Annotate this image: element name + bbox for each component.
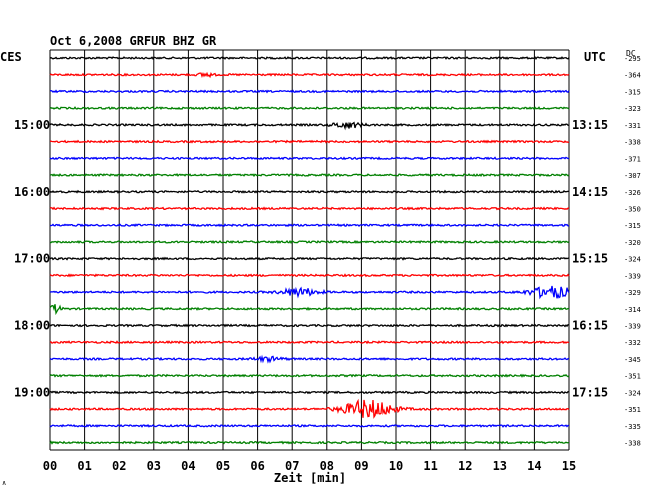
trace-line: [49, 323, 570, 328]
offset-header: DC: [626, 49, 636, 58]
right-axis-label: UTC: [584, 50, 606, 64]
dc-offset-label: -329: [624, 289, 641, 297]
dc-offset-label: -338: [624, 440, 641, 448]
trace-line: [49, 256, 570, 261]
x-tick-label: 12: [458, 459, 472, 473]
dc-offset-label: -345: [624, 356, 641, 364]
right-time-label: 14:15: [572, 185, 608, 199]
dc-offset-label: -323: [624, 105, 641, 113]
dc-offset-label: -364: [624, 72, 641, 80]
x-tick-label: 07: [285, 459, 299, 473]
trace-line: [49, 56, 570, 60]
right-time-label: 16:15: [572, 319, 608, 333]
dc-offset-label: -371: [624, 155, 641, 163]
trace-line: [49, 273, 570, 278]
dc-offset-label: -339: [624, 272, 641, 280]
x-tick-label: 08: [320, 459, 334, 473]
dc-offset-label: -307: [624, 172, 641, 180]
x-tick-label: 15: [562, 459, 576, 473]
trace-line: [49, 373, 570, 378]
plot-grid: [49, 49, 570, 451]
x-tick-label: 02: [112, 459, 126, 473]
dc-offset-label: -335: [624, 423, 641, 431]
dc-offset-label: -314: [624, 306, 641, 314]
trace-line: [49, 71, 570, 79]
dc-offset-label: -315: [624, 222, 641, 230]
x-tick-label: 01: [77, 459, 91, 473]
footer-mark: ∧: [2, 479, 6, 487]
x-axis-label: Zeit [min]: [274, 471, 346, 485]
trace-line: [49, 239, 570, 244]
left-time-label: 18:00: [14, 319, 50, 333]
trace-line: [49, 121, 569, 131]
left-time-labels: 15:00 16:00 17:00 18:00 19:00: [14, 118, 50, 400]
trace-line: [49, 304, 570, 316]
trace-line: [49, 390, 570, 395]
trace-line: [49, 106, 570, 111]
trace-line: [49, 440, 570, 445]
trace-line: [49, 398, 570, 419]
dc-offset-label: -331: [624, 122, 641, 130]
left-time-label: 17:00: [14, 252, 50, 266]
trace-line: [49, 340, 570, 345]
x-tick-label: 04: [181, 459, 195, 473]
dc-offset-label: -324: [624, 256, 641, 264]
x-tick-label: 10: [389, 459, 403, 473]
x-tick-label: 14: [527, 459, 541, 473]
trace-line: [49, 423, 570, 428]
x-tick-label: 13: [493, 459, 507, 473]
left-time-label: 19:00: [14, 385, 50, 399]
dc-offset-label: -324: [624, 389, 641, 397]
x-tick-label: 05: [216, 459, 230, 473]
trace-line: [49, 206, 570, 211]
dc-offset-label: -326: [624, 189, 641, 197]
trace-line: [49, 89, 570, 94]
dc-offset-label: -339: [624, 323, 641, 331]
dc-offset-label: -332: [624, 339, 641, 347]
dc-offset-label: -338: [624, 139, 641, 147]
left-axis-label: CES: [0, 50, 22, 64]
chart-title: Oct 6,2008 GRFUR BHZ GR: [50, 34, 217, 48]
left-time-label: 16:00: [14, 185, 50, 199]
trace-group: [49, 56, 570, 445]
trace-line: [49, 156, 570, 161]
dc-offset-labels: -295 -364 -315 -323 -331 -338 -371 -307 -326 -350…: [624, 55, 641, 448]
dc-offset-label: -351: [624, 406, 641, 414]
trace-line: [49, 189, 570, 194]
trace-line: [49, 354, 570, 364]
x-tick-label: 09: [354, 459, 368, 473]
right-time-labels: 13:15 14:15 15:15 16:15 17:15: [572, 118, 608, 400]
trace-line: [49, 173, 570, 178]
right-time-label: 17:15: [572, 385, 608, 399]
right-time-label: 13:15: [572, 118, 608, 132]
trace-line: [49, 139, 570, 144]
dc-offset-label: -295: [624, 55, 641, 63]
x-tick-label: 11: [423, 459, 437, 473]
x-tick-label: 00: [43, 459, 57, 473]
x-tick-labels: 00 01 02 03 04 05 06 07 08 09 10 11 12 13 14 15: [43, 459, 576, 473]
x-tick-label: 06: [250, 459, 264, 473]
dc-offset-label: -350: [624, 205, 641, 213]
x-tick-label: 03: [147, 459, 161, 473]
dc-offset-label: -315: [624, 88, 641, 96]
dc-offset-label: -320: [624, 239, 641, 247]
trace-line: [49, 285, 570, 300]
trace-line: [49, 223, 570, 228]
left-time-label: 15:00: [14, 118, 50, 132]
dc-offset-label: -351: [624, 373, 641, 381]
right-time-label: 15:15: [572, 252, 608, 266]
